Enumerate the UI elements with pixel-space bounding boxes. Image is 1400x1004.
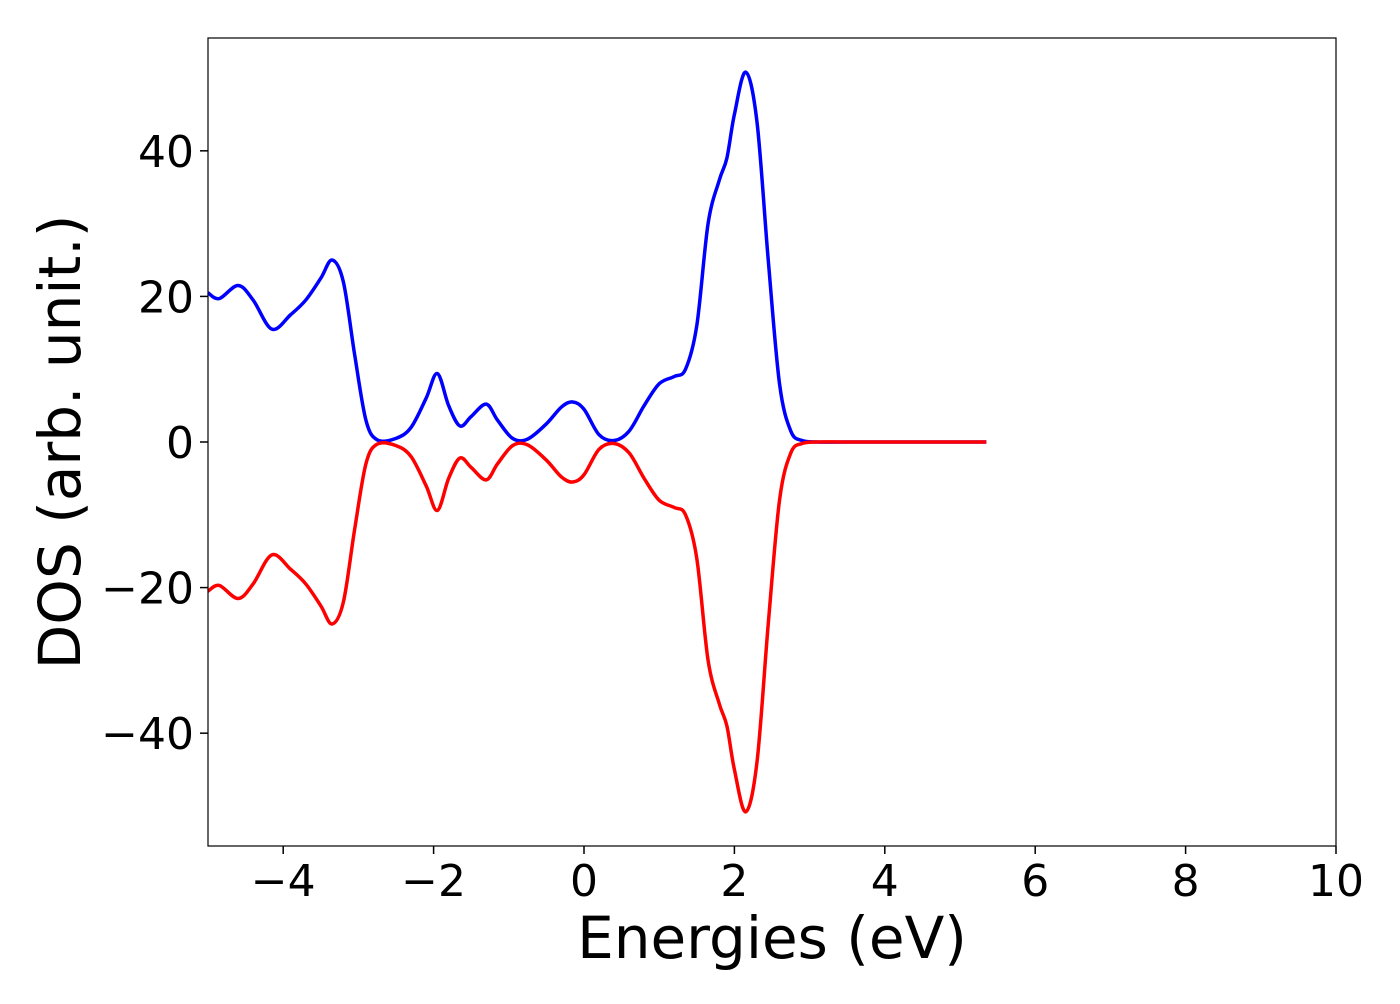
x-tick-label: 2 <box>720 856 748 907</box>
x-tick-label: 4 <box>871 856 899 907</box>
y-tick-label: −40 <box>101 709 194 760</box>
x-tick-label: 10 <box>1308 856 1364 907</box>
y-tick-label: 0 <box>166 418 194 469</box>
y-tick-label: 40 <box>138 127 194 178</box>
x-tick-label: 0 <box>570 856 598 907</box>
x-tick-label: −2 <box>401 856 466 907</box>
dos-line <box>206 70 987 444</box>
y-axis-label: DOS (arb. unit.) <box>26 215 94 670</box>
x-axis-label: Energies (eV) <box>577 904 967 972</box>
dos-line <box>206 440 987 814</box>
x-tick-label: −4 <box>251 856 316 907</box>
x-tick-label: 8 <box>1172 856 1200 907</box>
y-tick-label: −20 <box>101 564 194 615</box>
x-tick-label: 6 <box>1021 856 1049 907</box>
y-tick-label: 20 <box>138 272 194 323</box>
plot-frame <box>207 37 1337 847</box>
